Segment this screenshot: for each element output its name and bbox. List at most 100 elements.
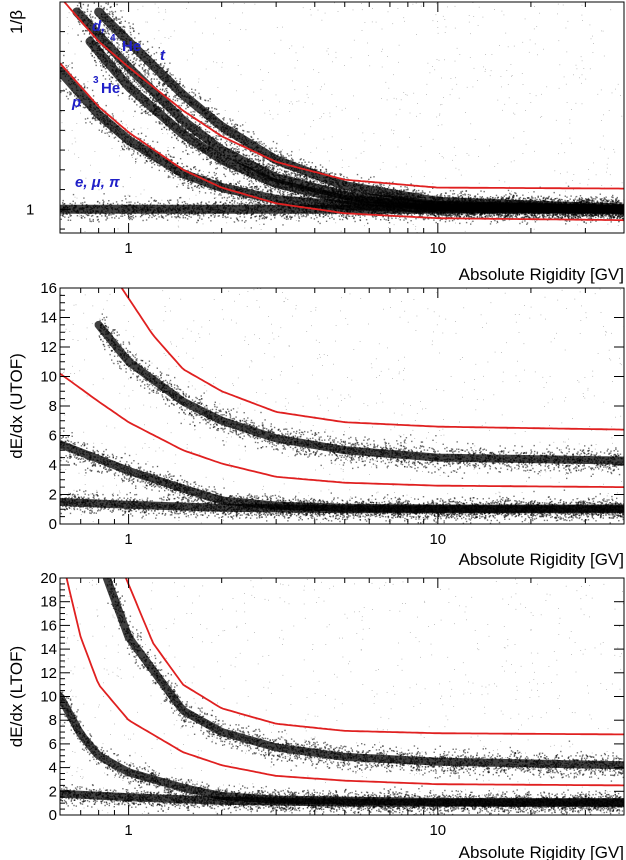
band-point [160,214,163,217]
band-point [222,203,225,205]
band-point [208,217,210,219]
noise-dot [71,130,73,131]
noise-dot [575,197,576,198]
band-point [102,202,105,204]
band-point [171,216,173,218]
band-point [578,215,580,217]
noise-dot [203,171,204,172]
noise-dot [456,47,458,49]
band-point [98,202,101,204]
band-point [245,201,247,204]
noise-dot [209,100,211,102]
band-point [76,215,79,217]
noise-dot [353,95,354,97]
band-point [150,159,153,161]
band-point [162,217,165,219]
band-point [515,215,517,218]
noise-dot [145,21,147,23]
band-point [182,182,184,184]
band-point [250,214,252,217]
band-point [449,215,452,218]
noise-dot [95,77,97,78]
band-point [304,209,307,211]
noise-dot [129,50,130,52]
noise-dot [593,162,594,164]
band-point [343,216,345,218]
band-point [279,193,282,195]
band-point [306,214,308,217]
noise-dot [198,78,200,80]
band-point [543,217,545,220]
band-point [198,190,201,193]
band-point [161,216,163,219]
band-point [339,213,342,215]
band-point [583,221,585,223]
noise-dot [168,37,170,39]
band-point [155,200,157,202]
noise-dot [541,93,542,95]
noise-dot [238,110,239,112]
band-point [208,201,210,203]
noise-dot [441,124,443,126]
noise-dot [582,20,583,21]
band-point [379,212,381,214]
band-point [262,203,265,206]
noise-dot [323,138,325,140]
band-point [463,216,465,219]
noise-dot [504,181,506,183]
band-point [262,214,265,217]
band-point [219,193,221,195]
noise-dot [426,94,427,95]
noise-dot [597,93,599,95]
noise-dot [312,103,314,105]
band-point [272,206,274,209]
noise-dot [189,153,190,155]
noise-dot [233,3,235,5]
noise-dot [332,61,333,63]
band-point [446,213,448,216]
noise-dot [489,145,490,147]
band-point [354,220,356,223]
band-point [240,186,242,188]
band-point [64,216,66,218]
noise-dot [468,154,470,156]
band-point [214,190,216,192]
noise-dot [470,33,471,35]
noise-dot [444,59,445,61]
band-point [526,214,529,216]
band-point [167,150,169,152]
noise-dot [427,62,429,64]
band-point [399,211,401,213]
band-point [63,54,65,57]
noise-dot [561,143,563,145]
noise-dot [67,33,69,35]
noise-dot [606,167,608,169]
noise-dot [72,28,73,30]
noise-dot [329,112,331,114]
band-point [79,101,82,104]
noise-dot [368,55,369,56]
noise-dot [559,64,561,66]
band-point [147,213,150,215]
noise-dot [326,50,328,52]
band-point [218,194,220,196]
band-point [328,213,330,215]
noise-dot [217,87,219,88]
band-point [97,200,99,203]
noise-dot [600,89,602,91]
noise-dot [522,220,524,221]
band-point [208,171,210,174]
band-point [130,201,132,203]
noise-dot [445,26,447,28]
noise-dot [63,89,65,90]
band-point [243,213,245,216]
band-point [165,154,167,156]
band-point [187,180,189,182]
band-point [71,203,73,206]
band-point [260,215,262,217]
band-point [127,216,130,218]
band-point [222,203,224,206]
band-point [115,215,117,217]
band-point [128,217,130,220]
noise-dot [525,110,526,111]
